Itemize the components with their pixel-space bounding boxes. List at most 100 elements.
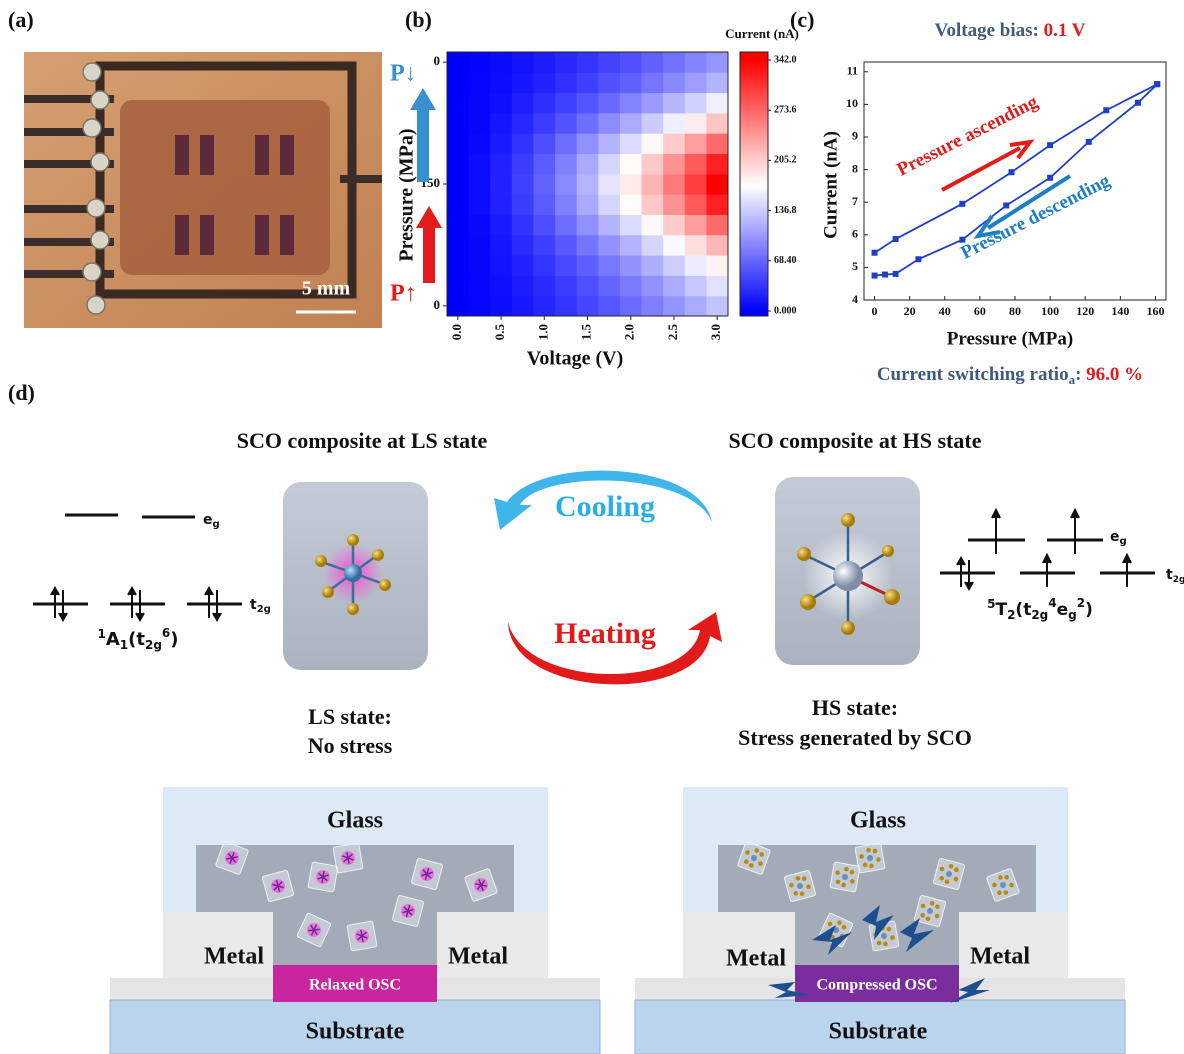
shape xyxy=(800,594,816,610)
heat-cell xyxy=(663,194,685,215)
heat-cell xyxy=(512,113,534,134)
heat-cell xyxy=(490,174,512,195)
heat-cell xyxy=(447,235,469,256)
heat-cell xyxy=(490,133,512,154)
term-part: g xyxy=(1068,608,1077,622)
shape xyxy=(344,564,362,582)
x-axis-title: Voltage (V) xyxy=(527,348,623,370)
heat-cell xyxy=(642,72,664,93)
x-tick-label: 1.5 xyxy=(578,324,593,341)
term-part: ) xyxy=(1085,600,1093,620)
heat-cell xyxy=(598,296,620,317)
shape xyxy=(884,589,900,605)
annotation-arrow xyxy=(416,206,442,283)
heat-cell xyxy=(577,275,599,296)
colorbar xyxy=(740,60,768,311)
heat-cell xyxy=(685,52,707,73)
heat-cell xyxy=(490,93,512,114)
heat-cell xyxy=(685,113,707,134)
heat-cell xyxy=(490,113,512,134)
heat-cell xyxy=(512,72,534,93)
heat-cell xyxy=(447,93,469,114)
y-tick-label: 6 xyxy=(852,227,858,241)
heat-cell xyxy=(663,174,685,195)
series-marker xyxy=(1103,107,1109,113)
line-panel: Voltage bias: 0.1 V Pressure (MPa) Curre… xyxy=(820,20,1166,387)
x-tick-label: 120 xyxy=(1076,304,1094,318)
colorbar-top xyxy=(740,52,768,60)
chart-title: Voltage bias: 0.1 V xyxy=(935,20,1086,41)
heat-cell xyxy=(512,214,534,235)
term-part: A xyxy=(106,629,120,650)
heat-cell xyxy=(555,235,577,256)
device-photo: 5 mm xyxy=(24,52,382,328)
heat-cell xyxy=(620,133,642,154)
x-tick-label: 40 xyxy=(939,304,951,318)
heat-cell xyxy=(447,296,469,317)
heat-cell xyxy=(598,235,620,256)
heat-cell xyxy=(512,235,534,256)
heat-cell xyxy=(577,194,599,215)
heat-cell xyxy=(642,52,664,73)
shape xyxy=(83,63,101,81)
heat-cell xyxy=(620,214,642,235)
shape xyxy=(175,215,189,255)
heat-cell xyxy=(490,235,512,256)
heat-cell xyxy=(533,113,555,134)
colorbar-tick-label: 136.8 xyxy=(774,205,797,216)
heat-cell xyxy=(469,235,491,256)
heat-cell xyxy=(598,154,620,175)
y-tick-label: 4 xyxy=(852,292,858,306)
glass-label: Glass xyxy=(850,808,906,834)
term-part: 1 xyxy=(120,638,128,652)
term-part: 2g xyxy=(145,638,162,652)
heat-cell xyxy=(469,52,491,73)
colorbar-tick-label: 0.000 xyxy=(774,305,797,316)
colorbar-tick-label: 205.2 xyxy=(774,155,797,166)
panel-label: (d) xyxy=(8,380,35,405)
diagram: SCO composite at LS state SCO composite … xyxy=(33,428,1184,1054)
heat-cell xyxy=(490,296,512,317)
series-marker xyxy=(1154,81,1160,87)
shape xyxy=(322,586,334,598)
heat-cell xyxy=(642,93,664,114)
heat-cell xyxy=(685,255,707,276)
shape xyxy=(91,153,109,171)
heat-cell xyxy=(533,194,555,215)
heat-cell xyxy=(469,194,491,215)
heat-cell xyxy=(577,93,599,114)
page: SCO composite figure body { margin: 0; w… xyxy=(0,0,1184,1054)
x-tick-label: 140 xyxy=(1111,304,1129,318)
heat-cell xyxy=(598,72,620,93)
title-value: 0.1 V xyxy=(1044,20,1086,41)
colorbar-tick-label: 68.40 xyxy=(774,255,797,266)
body: { "panel_labels": ["(a)", "(b)", "(c)", … xyxy=(0,0,1184,1054)
figure: (a) (b) (c) (d) 5 mm Current (nA) Voltag… xyxy=(0,0,1184,1054)
heat-cell xyxy=(663,275,685,296)
heat-cell xyxy=(685,133,707,154)
term-part: 1 xyxy=(97,627,105,641)
heat-cell xyxy=(577,255,599,276)
heat-cell xyxy=(577,154,599,175)
term-part: (t xyxy=(1015,600,1031,620)
heat-cell xyxy=(598,194,620,215)
crystal xyxy=(347,921,377,951)
shape xyxy=(315,555,327,567)
heat-cell xyxy=(512,174,534,195)
heat-cell xyxy=(555,174,577,195)
term-part: 2g xyxy=(1031,608,1048,622)
heat-cell xyxy=(685,154,707,175)
heat-cell xyxy=(598,275,620,296)
colorbar-tick-label: 273.6 xyxy=(774,104,797,115)
t2g-label: t2g xyxy=(1166,567,1184,585)
heat-cell xyxy=(490,275,512,296)
heat-cell xyxy=(577,235,599,256)
shape xyxy=(841,621,855,635)
heat-cell xyxy=(598,113,620,134)
heat-cell xyxy=(663,296,685,317)
heat-cell xyxy=(663,255,685,276)
heat-cell xyxy=(706,275,728,296)
crystal xyxy=(333,843,363,873)
series-marker xyxy=(915,256,921,262)
heat-cell xyxy=(533,133,555,154)
